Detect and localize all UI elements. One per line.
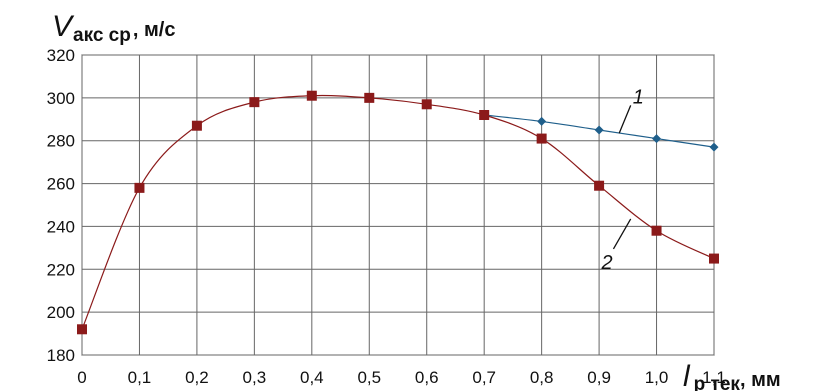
x-tick-label: 1,1 xyxy=(702,368,726,387)
series-2-point xyxy=(709,253,719,264)
series-2-point xyxy=(191,120,202,131)
curve-1-leader xyxy=(618,105,632,134)
y-axis-subscript: акс ср xyxy=(73,25,131,46)
curve-1-label: 1 xyxy=(633,86,644,108)
x-tick-label: 1,0 xyxy=(645,368,669,387)
curve-labels: 12 xyxy=(600,86,643,274)
series-2-point xyxy=(364,92,375,103)
x-axis-subscript: р тек xyxy=(694,374,741,391)
series-2-point xyxy=(536,133,547,144)
y-tick-label: 200 xyxy=(47,303,75,322)
series-1-point xyxy=(537,116,547,126)
x-tick-label: 0,7 xyxy=(472,368,496,387)
series-2-point xyxy=(479,110,490,120)
series-1-point xyxy=(709,142,719,152)
x-tick-label: 0,3 xyxy=(243,368,267,387)
series-2-line xyxy=(81,94,715,330)
series-2-point xyxy=(651,225,662,236)
y-tick-label: 320 xyxy=(47,46,75,65)
y-tick-label: 240 xyxy=(47,217,75,236)
y-tick-label: 260 xyxy=(47,175,75,194)
series-1-point xyxy=(652,134,662,144)
x-tick-label: 0,9 xyxy=(587,368,611,387)
x-tick-label: 0,5 xyxy=(357,368,381,387)
tick-labels: 180 200 220 240 260 280 300 320 0 0,1 0,2 0,3 0,4 0,5… xyxy=(47,46,726,387)
series-1-point xyxy=(594,125,604,135)
y-axis-symbol: V xyxy=(52,10,75,43)
plot-area xyxy=(81,54,715,356)
series-2-point xyxy=(594,180,605,191)
x-tick-label: 0,8 xyxy=(530,368,554,387)
y-axis-label: Vакс ср, м/с xyxy=(52,10,175,46)
y-tick-label: 220 xyxy=(47,260,75,279)
y-tick-label: 180 xyxy=(47,346,75,365)
x-tick-label: 0,2 xyxy=(185,368,209,387)
series-2-point xyxy=(306,90,317,101)
curve-2-leader xyxy=(612,218,632,250)
series-2-point xyxy=(249,97,260,108)
y-axis-unit: , м/с xyxy=(133,19,176,41)
x-tick-label: 0,4 xyxy=(300,368,324,387)
x-tick-label: 0,6 xyxy=(415,368,439,387)
x-tick-label: 0 xyxy=(77,368,86,387)
series-2-point xyxy=(134,182,145,193)
x-tick-label: 0,1 xyxy=(128,368,152,387)
series-2-point xyxy=(77,324,87,335)
y-tick-label: 300 xyxy=(47,89,75,108)
grid xyxy=(81,54,715,356)
x-axis-symbol: l xyxy=(683,360,691,391)
series-2-point xyxy=(421,99,432,110)
series xyxy=(77,90,719,335)
x-axis-unit: , мм xyxy=(740,369,781,391)
y-tick-label: 280 xyxy=(47,132,75,151)
curve-2-label: 2 xyxy=(600,252,612,274)
